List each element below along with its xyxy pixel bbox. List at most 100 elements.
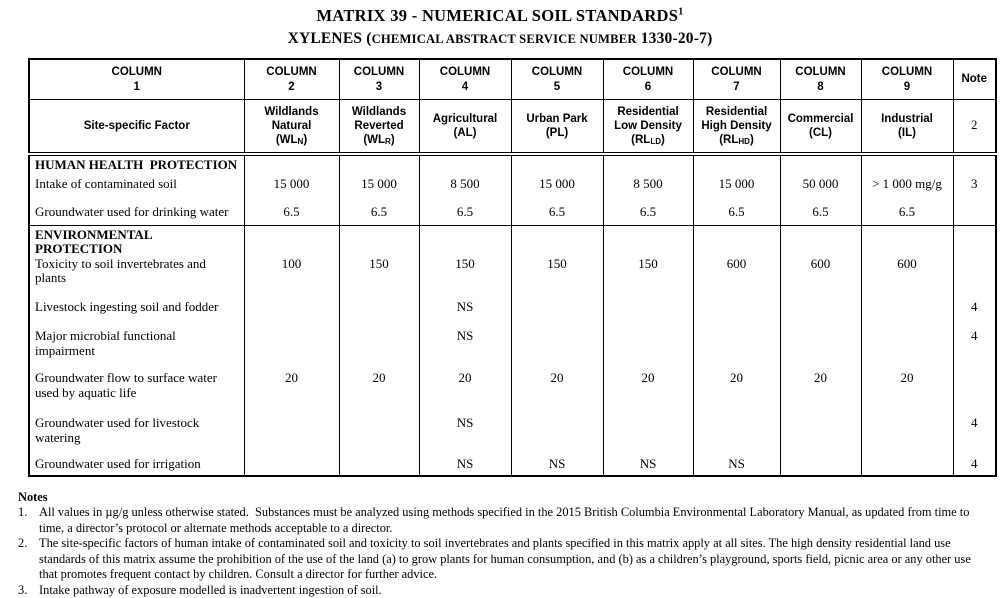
- row-label: Intake of contaminated soil: [29, 173, 244, 192]
- empty-cell: [953, 154, 996, 173]
- page-title: MATRIX 39 - NUMERICAL SOIL STANDARDS1: [0, 6, 1000, 26]
- cell-value: [693, 286, 780, 315]
- table-row-intake-soil: Intake of contaminated soil 15 000 15 00…: [29, 173, 996, 192]
- cell-value: 100: [244, 257, 339, 286]
- cell-value: [693, 400, 780, 445]
- empty-cell: [693, 225, 780, 257]
- cell-value: NS: [693, 445, 780, 476]
- notes-section: Notes 1. All values in µg/g unless other…: [18, 490, 984, 598]
- note-subheader: 2: [953, 100, 996, 155]
- note-cell: [953, 257, 996, 286]
- cell-value: [780, 314, 861, 358]
- cell-value: NS: [419, 314, 511, 358]
- cell-value: 20: [780, 358, 861, 400]
- cell-value: 15 000: [511, 173, 603, 192]
- empty-cell: [603, 225, 693, 257]
- note-cell: [953, 358, 996, 400]
- row-label: Groundwater used for livestock watering: [29, 400, 244, 445]
- cell-value: [511, 314, 603, 358]
- table-row-microbial-impairment: Major microbial functional impairment NS…: [29, 314, 996, 358]
- note-cell: 4: [953, 400, 996, 445]
- subtitle-cas-label: CHEMICAL ABSTRACT SERVICE NUMBER: [372, 32, 637, 46]
- cell-value: 150: [603, 257, 693, 286]
- note-item-1: 1. All values in µg/g unless otherwise s…: [18, 505, 984, 536]
- note-number: 2.: [18, 536, 39, 583]
- cell-value: 600: [861, 257, 953, 286]
- cell-value: 15 000: [244, 173, 339, 192]
- note-text: Intake pathway of exposure modelled is i…: [39, 583, 984, 598]
- cell-value: NS: [419, 445, 511, 476]
- site-specific-factor-header: Site-specific Factor: [29, 100, 244, 155]
- note-cell: 4: [953, 286, 996, 315]
- cell-value: 50 000: [780, 173, 861, 192]
- cell-value: 20: [693, 358, 780, 400]
- cell-value: [244, 445, 339, 476]
- section-row-environmental: ENVIRONMENTAL PROTECTION: [29, 225, 996, 257]
- empty-cell: [419, 154, 511, 173]
- cell-value: 150: [339, 257, 419, 286]
- cell-value: [861, 286, 953, 315]
- row-label: Groundwater used for drinking water: [29, 191, 244, 225]
- title-footnote-ref: 1: [678, 7, 683, 18]
- cell-value: 8 500: [419, 173, 511, 192]
- cell-value: [603, 286, 693, 315]
- cell-value: [693, 314, 780, 358]
- cell-value: 6.5: [693, 191, 780, 225]
- cell-value: [780, 286, 861, 315]
- table-row-toxicity-invertebrates: Toxicity to soil invertebrates and plant…: [29, 257, 996, 286]
- empty-cell: [511, 154, 603, 173]
- cell-value: [339, 286, 419, 315]
- table-row-groundwater-livestock: Groundwater used for livestock watering …: [29, 400, 996, 445]
- row-label: Livestock ingesting soil and fodder: [29, 286, 244, 315]
- cell-value: 150: [419, 257, 511, 286]
- table-row-groundwater-drinking: Groundwater used for drinking water 6.5 …: [29, 191, 996, 225]
- cell-value: [861, 445, 953, 476]
- title-block: MATRIX 39 - NUMERICAL SOIL STANDARDS1 XY…: [0, 0, 1000, 48]
- cell-value: 20: [861, 358, 953, 400]
- cell-value: 20: [511, 358, 603, 400]
- section-label: HUMAN HEALTH PROTECTION: [29, 154, 244, 173]
- cell-value: [244, 400, 339, 445]
- cell-value: 6.5: [603, 191, 693, 225]
- land-use-urban-park: Urban Park(PL): [511, 100, 603, 155]
- empty-cell: [780, 225, 861, 257]
- empty-cell: [693, 154, 780, 173]
- cell-value: NS: [419, 286, 511, 315]
- cell-value: 6.5: [511, 191, 603, 225]
- cell-value: 15 000: [339, 173, 419, 192]
- cell-value: [780, 445, 861, 476]
- table-row-groundwater-aquatic: Groundwater flow to surface water used b…: [29, 358, 996, 400]
- cell-value: [780, 400, 861, 445]
- empty-cell: [244, 154, 339, 173]
- cell-value: [244, 286, 339, 315]
- page-title-text: MATRIX 39 - NUMERICAL SOIL STANDARDS: [316, 6, 678, 25]
- cell-value: [339, 314, 419, 358]
- row-label: Major microbial functional impairment: [29, 314, 244, 358]
- cell-value: 6.5: [339, 191, 419, 225]
- cell-value: 20: [339, 358, 419, 400]
- empty-cell: [861, 225, 953, 257]
- section-row-human-health: HUMAN HEALTH PROTECTION: [29, 154, 996, 173]
- empty-cell: [861, 154, 953, 173]
- notes-heading: Notes: [18, 490, 984, 506]
- cell-value: 6.5: [861, 191, 953, 225]
- cell-value: 20: [603, 358, 693, 400]
- cell-value: NS: [603, 445, 693, 476]
- cell-value: 8 500: [603, 173, 693, 192]
- note-item-3: 3. Intake pathway of exposure modelled i…: [18, 583, 984, 598]
- column-header-note: Note: [953, 59, 996, 100]
- cell-value: 20: [244, 358, 339, 400]
- note-number: 3.: [18, 583, 39, 598]
- cell-value: 6.5: [419, 191, 511, 225]
